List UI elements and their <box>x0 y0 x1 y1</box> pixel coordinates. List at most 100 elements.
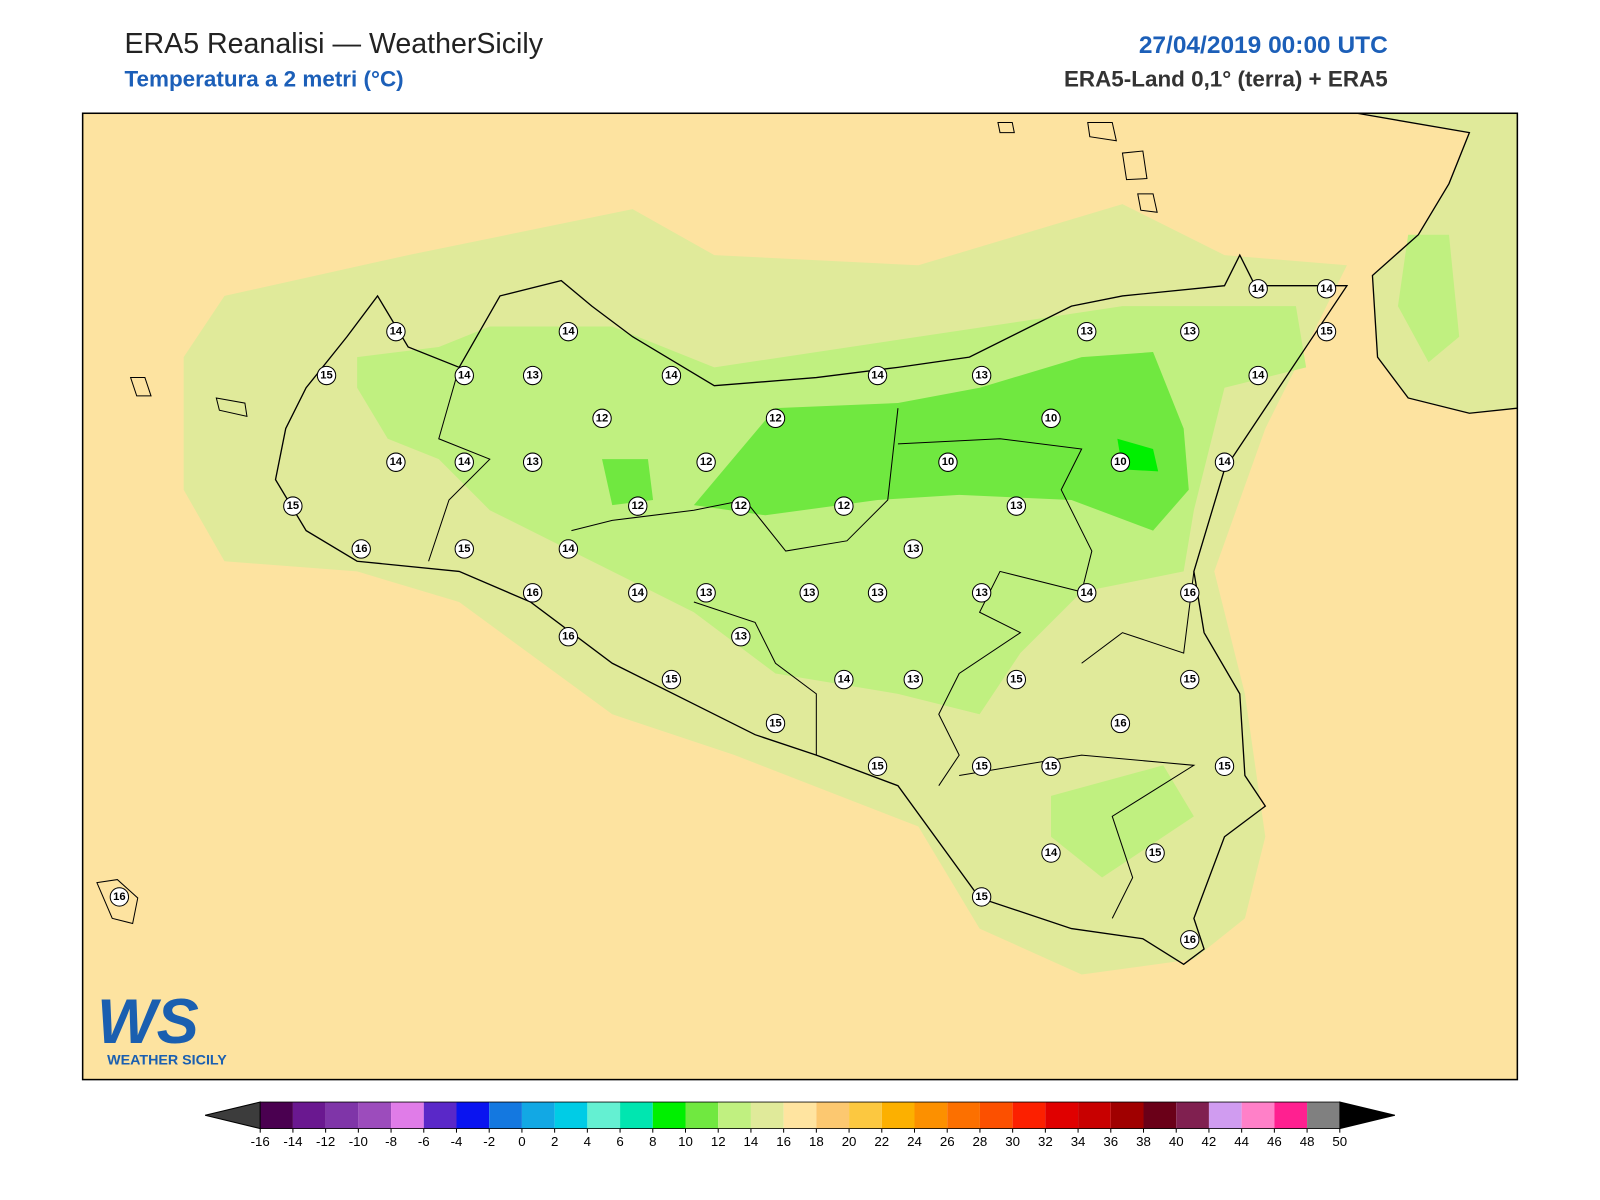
station-marker <box>867 756 888 777</box>
station: 10 <box>1041 408 1061 429</box>
colorbar-tick-label: 36 <box>1103 1134 1118 1149</box>
station-marker <box>903 539 923 559</box>
station-marker <box>386 452 406 472</box>
province-border <box>428 367 491 562</box>
station-label: 14 <box>1218 456 1231 468</box>
station: 10 <box>1110 452 1131 472</box>
station-marker <box>1006 669 1027 690</box>
station-marker <box>661 669 682 690</box>
colorbar-under <box>204 1101 261 1130</box>
colorbar-cell <box>816 1102 850 1129</box>
station-marker <box>903 669 923 690</box>
station-marker <box>1248 365 1268 386</box>
station-marker <box>1180 930 1200 950</box>
station-label: 15 <box>1045 760 1057 772</box>
station-marker <box>1180 321 1200 342</box>
station: 14 <box>628 583 648 603</box>
station-marker <box>1180 583 1200 603</box>
colorbar-cell <box>423 1102 457 1129</box>
station-label: 13 <box>907 543 919 555</box>
colorbar-tick-label: 34 <box>1071 1134 1086 1149</box>
colorbar-tick-label: 26 <box>940 1134 955 1149</box>
map: 14 14 15 14 13 14 14 13 13 13 14 14 15 14 12 12 10 14 14 13… <box>81 112 1519 1081</box>
island <box>1121 150 1148 181</box>
station-label: 14 <box>838 674 851 686</box>
station: 13 <box>522 452 543 472</box>
station: 14 <box>1214 452 1235 472</box>
colorbar-cell <box>391 1102 424 1129</box>
station: 13 <box>903 669 923 690</box>
colorbar-tick-label: 46 <box>1267 1134 1282 1149</box>
station: 14 <box>454 452 474 472</box>
colorbar-cell <box>849 1102 882 1129</box>
station-marker <box>454 539 474 559</box>
station-marker <box>661 365 682 386</box>
station: 13 <box>971 365 992 386</box>
colorbar-cell <box>554 1102 588 1129</box>
province-border <box>897 438 1093 786</box>
province-border <box>571 408 899 552</box>
station: 15 <box>1006 669 1027 690</box>
colorbar-tick-label: 44 <box>1234 1134 1249 1149</box>
station-label: 14 <box>1080 587 1093 599</box>
station: 15 <box>1041 756 1061 777</box>
station-label: 15 <box>458 543 470 555</box>
logo: WS WEATHER SICILY <box>97 987 227 1068</box>
colorbar-tick-label: 6 <box>616 1134 623 1149</box>
colorbar-cell <box>456 1102 490 1129</box>
station-marker <box>283 496 303 516</box>
colorbar-tick-label: 18 <box>809 1134 824 1149</box>
colorbar-cell <box>292 1102 326 1129</box>
station: 13 <box>867 583 888 603</box>
colorbar-tick-label: 20 <box>842 1134 857 1149</box>
colorbar-cell <box>1143 1102 1177 1129</box>
station-label: 15 <box>287 500 299 512</box>
station-marker <box>558 627 579 647</box>
station-label: 15 <box>665 674 677 686</box>
colorbar-tick-label: 24 <box>907 1134 922 1149</box>
station-label: 12 <box>632 500 644 512</box>
station-marker <box>386 321 406 342</box>
station: 13 <box>971 583 992 603</box>
colorbar-tick-label: 12 <box>711 1134 726 1149</box>
colorbar-tick-label: -16 <box>251 1134 270 1149</box>
station-label: 14 <box>871 370 884 382</box>
colorbar-tick-label: 32 <box>1038 1134 1053 1149</box>
island <box>1087 121 1117 142</box>
station: 15 <box>765 713 786 734</box>
coastline <box>274 253 1349 966</box>
station: 15 <box>1316 321 1337 342</box>
station-label: 12 <box>735 500 747 512</box>
station: 15 <box>1180 669 1200 690</box>
colorbar-over <box>1339 1101 1396 1130</box>
station-label: 15 <box>1218 760 1230 772</box>
station-marker <box>696 583 716 603</box>
station-marker <box>834 669 854 690</box>
station: 14 <box>1248 279 1268 299</box>
station-label: 14 <box>1320 283 1333 295</box>
colorbar-tick-label: 8 <box>649 1134 656 1149</box>
colorbar-cell <box>1012 1102 1046 1129</box>
station: 15 <box>971 756 992 777</box>
station: 15 <box>1145 843 1165 863</box>
station-label: 13 <box>975 587 987 599</box>
colorbar-tick-label: 28 <box>973 1134 988 1149</box>
station-label: 14 <box>390 326 403 338</box>
station-marker <box>1041 756 1061 777</box>
station: 16 <box>558 627 579 647</box>
colorbar-cell <box>620 1102 653 1129</box>
station-marker <box>696 452 716 472</box>
station: 15 <box>661 669 682 690</box>
colorbar-cell <box>783 1102 817 1129</box>
colorbar-tick-label: 2 <box>551 1134 558 1149</box>
colorbar-tick-label: 10 <box>678 1134 693 1149</box>
colorbar-cell <box>521 1102 555 1129</box>
station: 14 <box>558 539 579 559</box>
station-label: 14 <box>458 456 471 468</box>
station-marker <box>971 887 992 907</box>
station-marker <box>1041 843 1061 863</box>
station-marker <box>765 713 786 734</box>
station-label: 12 <box>838 500 850 512</box>
colorbar-cell <box>1208 1102 1242 1129</box>
